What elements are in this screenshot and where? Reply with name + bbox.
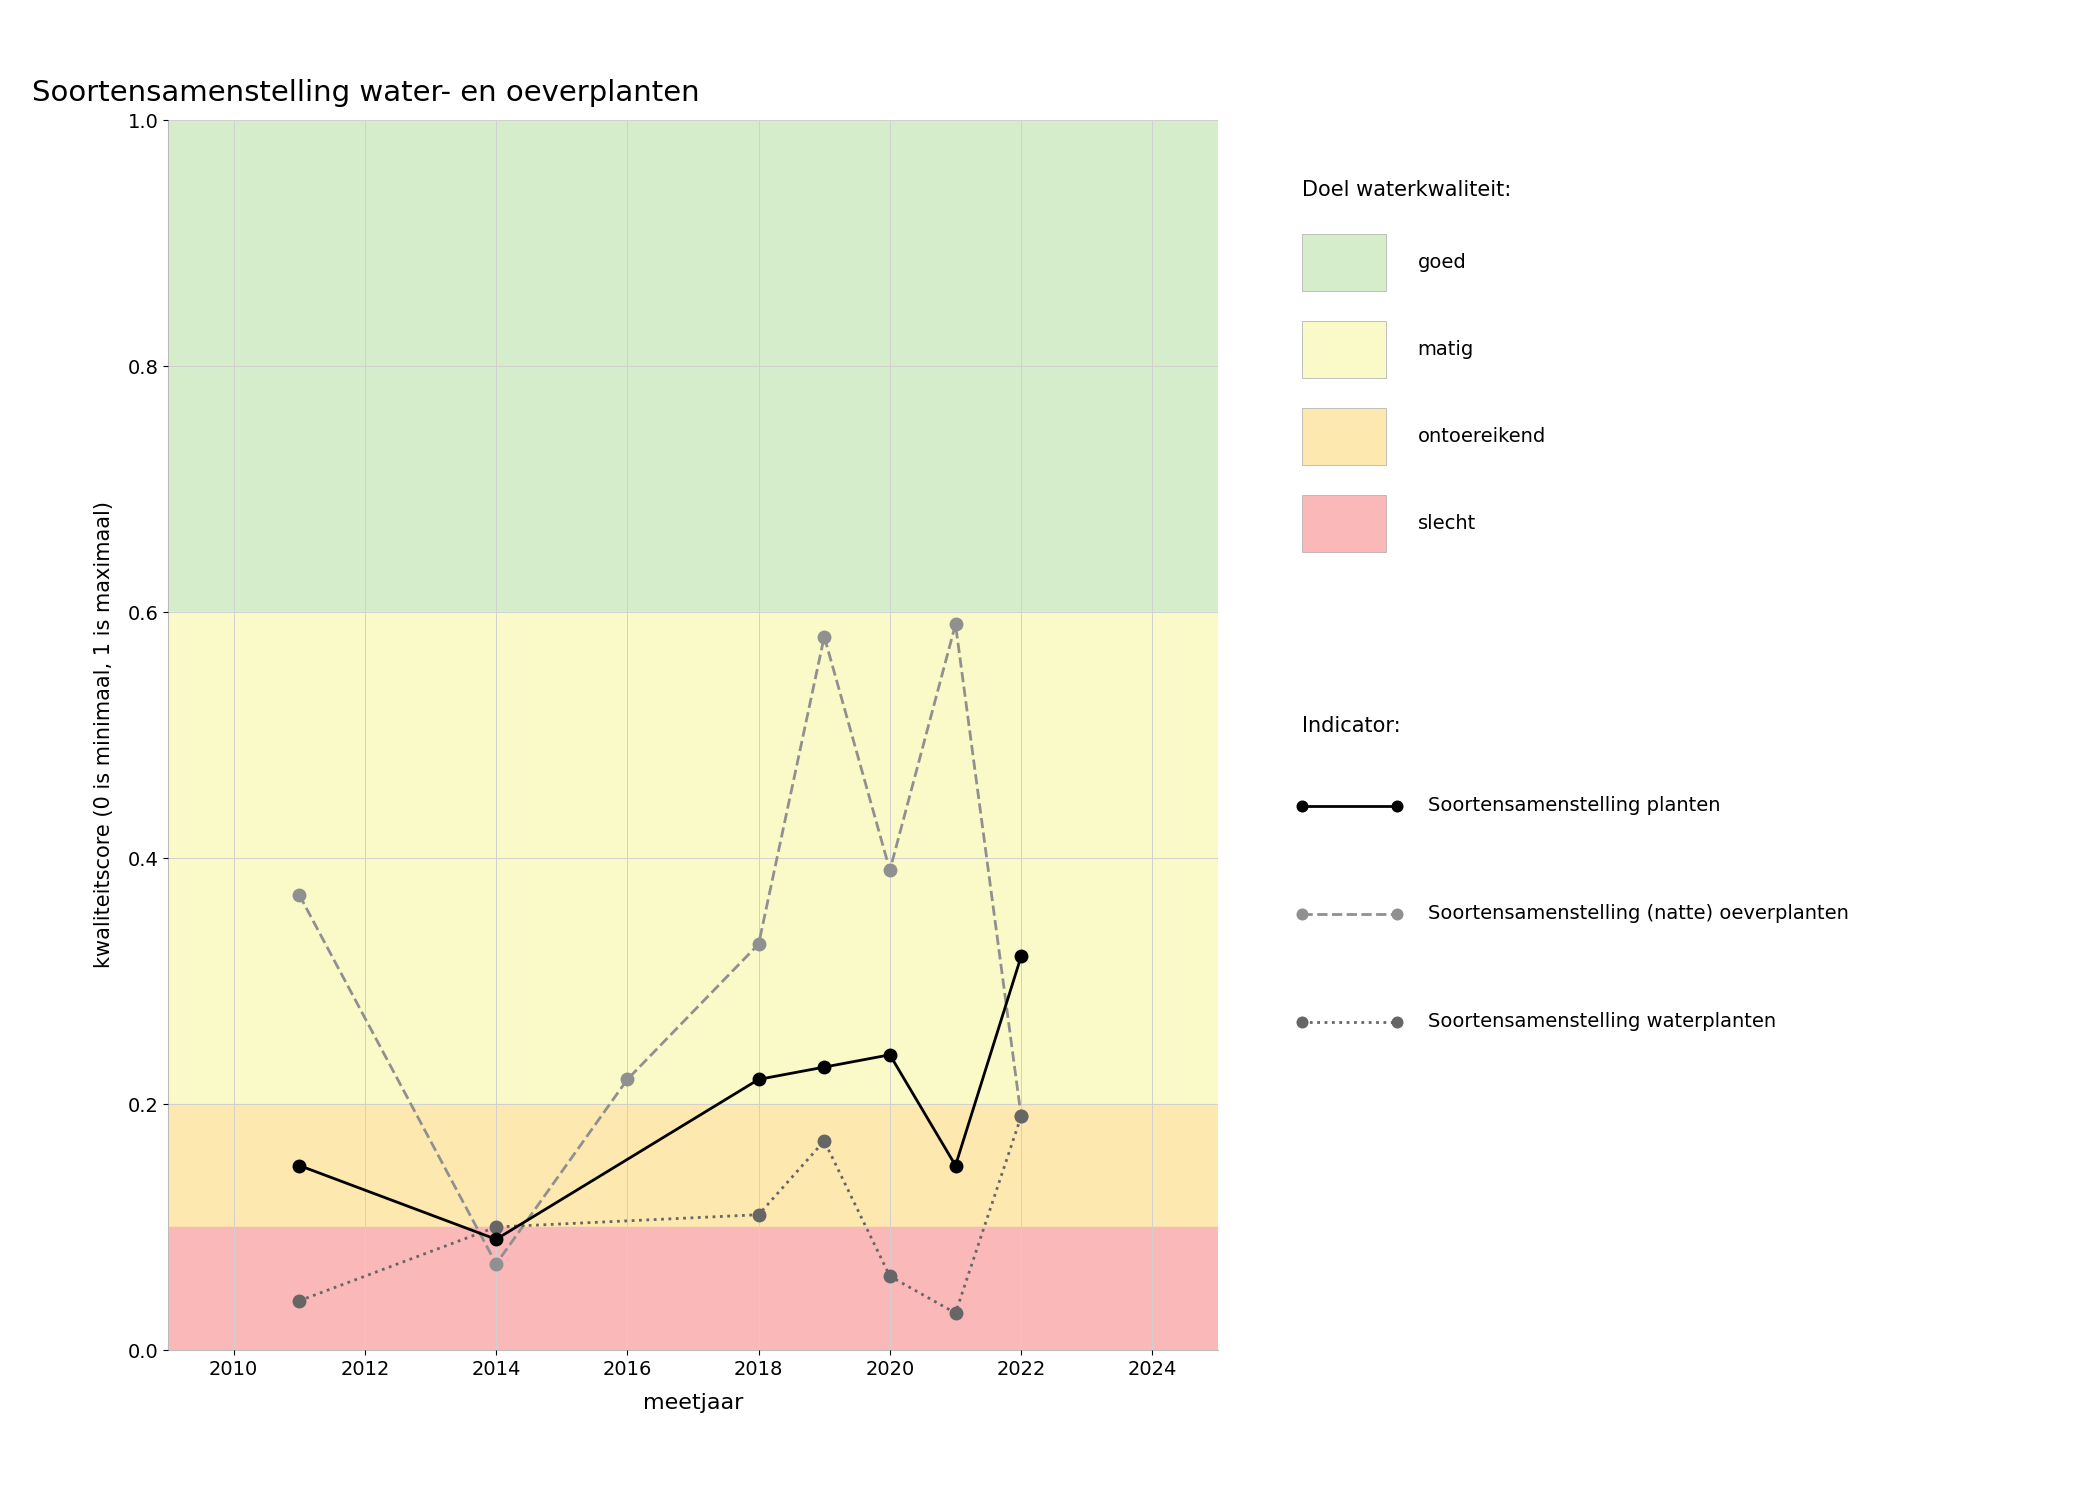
Text: Soortensamenstelling planten: Soortensamenstelling planten — [1428, 796, 1720, 814]
Soortensamenstelling (natte) oeverplanten — [615, 1071, 640, 1089]
Soortensamenstelling waterplanten — [811, 1132, 836, 1150]
Soortensamenstelling waterplanten — [746, 1206, 771, 1224]
Text: goed: goed — [1418, 254, 1466, 272]
Text: Doel waterkwaliteit:: Doel waterkwaliteit: — [1302, 180, 1512, 200]
Bar — [168, 120, 1218, 612]
Line: Soortensamenstelling waterplanten: Soortensamenstelling waterplanten — [294, 1110, 1027, 1320]
Soortensamenstelling planten — [811, 1058, 836, 1076]
Text: Indicator:: Indicator: — [1302, 716, 1401, 735]
Text: ontoereikend: ontoereikend — [1418, 427, 1546, 445]
Soortensamenstelling (natte) oeverplanten — [943, 615, 968, 633]
Bar — [168, 1227, 1218, 1350]
Soortensamenstelling waterplanten — [286, 1292, 311, 1310]
Soortensamenstelling planten — [746, 1071, 771, 1089]
Soortensamenstelling (natte) oeverplanten — [746, 934, 771, 952]
Text: Soortensamenstelling (natte) oeverplanten: Soortensamenstelling (natte) oeverplante… — [1428, 904, 1848, 922]
Soortensamenstelling (natte) oeverplanten — [483, 1256, 508, 1274]
Soortensamenstelling planten — [483, 1230, 508, 1248]
Line: Soortensamenstelling planten: Soortensamenstelling planten — [294, 950, 1027, 1245]
Soortensamenstelling (natte) oeverplanten — [1008, 1107, 1033, 1125]
Soortensamenstelling planten — [878, 1046, 903, 1064]
Line: Soortensamenstelling (natte) oeverplanten: Soortensamenstelling (natte) oeverplante… — [294, 618, 1027, 1270]
Soortensamenstelling (natte) oeverplanten — [878, 861, 903, 879]
Text: slecht: slecht — [1418, 514, 1476, 532]
Soortensamenstelling (natte) oeverplanten — [286, 886, 311, 904]
Text: Soortensamenstelling water- en oeverplanten: Soortensamenstelling water- en oeverplan… — [32, 78, 699, 106]
Text: Soortensamenstelling waterplanten: Soortensamenstelling waterplanten — [1428, 1013, 1777, 1031]
Bar — [168, 612, 1218, 1104]
Soortensamenstelling planten — [286, 1156, 311, 1174]
Soortensamenstelling waterplanten — [878, 1268, 903, 1286]
Soortensamenstelling waterplanten — [943, 1304, 968, 1322]
Soortensamenstelling waterplanten — [1008, 1107, 1033, 1125]
Soortensamenstelling (natte) oeverplanten — [811, 627, 836, 645]
Bar — [168, 1104, 1218, 1227]
Y-axis label: kwaliteitscore (0 is minimaal, 1 is maximaal): kwaliteitscore (0 is minimaal, 1 is maxi… — [94, 501, 113, 969]
Soortensamenstelling planten — [1008, 948, 1033, 966]
X-axis label: meetjaar: meetjaar — [643, 1392, 743, 1413]
Text: matig: matig — [1418, 340, 1474, 358]
Soortensamenstelling planten — [943, 1156, 968, 1174]
Soortensamenstelling waterplanten — [483, 1218, 508, 1236]
